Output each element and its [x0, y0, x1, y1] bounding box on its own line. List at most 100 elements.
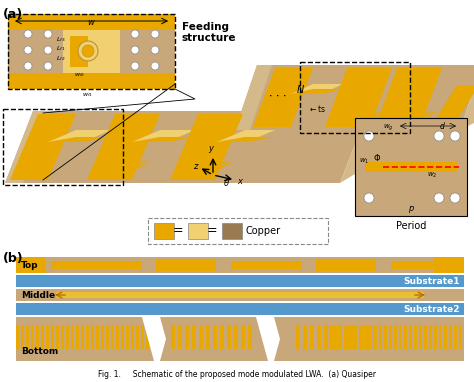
Text: Copper: Copper: [246, 226, 281, 236]
Bar: [414, 325, 417, 349]
Bar: [41, 325, 44, 349]
Bar: [81, 325, 84, 349]
Bar: [91, 325, 94, 349]
Bar: [338, 325, 342, 349]
Text: =: =: [173, 225, 183, 238]
Circle shape: [450, 131, 460, 141]
Bar: [126, 325, 129, 349]
Polygon shape: [114, 161, 145, 179]
Bar: [51, 261, 141, 269]
Bar: [131, 325, 134, 349]
Bar: [399, 325, 402, 349]
Polygon shape: [402, 111, 427, 127]
Bar: [36, 325, 39, 349]
Polygon shape: [325, 68, 392, 127]
Bar: [345, 325, 349, 349]
Text: z: z: [192, 162, 197, 170]
Bar: [86, 325, 89, 349]
Bar: [199, 325, 203, 349]
Circle shape: [364, 131, 374, 141]
Polygon shape: [382, 111, 407, 127]
Text: d: d: [439, 122, 445, 131]
Bar: [56, 292, 424, 298]
Polygon shape: [357, 111, 382, 127]
Bar: [8, 14, 175, 89]
Bar: [16, 317, 464, 361]
Bar: [354, 325, 357, 349]
Circle shape: [151, 62, 159, 70]
Bar: [454, 325, 457, 349]
Circle shape: [78, 41, 98, 61]
Text: $w_1$: $w_1$: [359, 157, 369, 166]
Bar: [364, 325, 367, 349]
Circle shape: [434, 193, 444, 203]
Circle shape: [131, 62, 139, 70]
Bar: [424, 325, 427, 349]
Bar: [409, 325, 412, 349]
Polygon shape: [87, 114, 160, 180]
Polygon shape: [170, 114, 243, 180]
Text: w: w: [88, 18, 94, 27]
Bar: [26, 325, 29, 349]
Bar: [248, 325, 252, 349]
Polygon shape: [412, 111, 437, 127]
Text: (b): (b): [3, 252, 24, 265]
Polygon shape: [48, 137, 111, 142]
Bar: [66, 325, 69, 349]
Text: N: N: [296, 85, 304, 95]
Bar: [8, 73, 175, 89]
Bar: [154, 223, 174, 239]
Text: p: p: [408, 204, 414, 213]
Bar: [449, 325, 452, 349]
Text: Bottom: Bottom: [21, 346, 58, 356]
Polygon shape: [187, 161, 218, 179]
Text: · · ·: · · ·: [269, 92, 287, 102]
Bar: [148, 218, 328, 244]
Bar: [141, 325, 144, 349]
Bar: [16, 275, 464, 287]
Bar: [106, 325, 109, 349]
Bar: [439, 325, 442, 349]
Circle shape: [44, 30, 52, 38]
Bar: [56, 325, 59, 349]
Polygon shape: [460, 65, 474, 130]
Bar: [429, 325, 432, 349]
Bar: [46, 325, 49, 349]
Bar: [303, 325, 307, 349]
Bar: [344, 325, 347, 349]
Polygon shape: [5, 111, 368, 183]
Circle shape: [151, 46, 159, 54]
Polygon shape: [202, 161, 233, 179]
Polygon shape: [291, 89, 343, 94]
Bar: [156, 259, 216, 271]
Bar: [331, 325, 335, 349]
Polygon shape: [347, 111, 372, 127]
Bar: [71, 325, 74, 349]
Circle shape: [82, 45, 94, 57]
Text: $w_g$: $w_g$: [383, 122, 393, 133]
Text: Period: Period: [396, 221, 426, 231]
Circle shape: [24, 46, 32, 54]
Bar: [391, 261, 449, 269]
Text: $\Phi$: $\Phi$: [373, 152, 381, 163]
Bar: [310, 325, 314, 349]
Bar: [70, 36, 88, 67]
Polygon shape: [104, 161, 135, 179]
Bar: [349, 325, 352, 349]
Bar: [178, 325, 182, 349]
Circle shape: [24, 30, 32, 38]
Bar: [16, 257, 46, 273]
Bar: [16, 289, 464, 301]
Bar: [359, 325, 362, 349]
Polygon shape: [397, 111, 422, 127]
Bar: [434, 325, 437, 349]
Bar: [231, 261, 301, 269]
Text: $L_{f1}$: $L_{f1}$: [55, 45, 65, 53]
Bar: [171, 325, 175, 349]
Bar: [192, 325, 196, 349]
Text: $\leftarrow$ts: $\leftarrow$ts: [308, 102, 326, 113]
Bar: [359, 325, 363, 349]
Bar: [188, 223, 208, 239]
Bar: [8, 14, 175, 89]
Polygon shape: [109, 161, 140, 179]
